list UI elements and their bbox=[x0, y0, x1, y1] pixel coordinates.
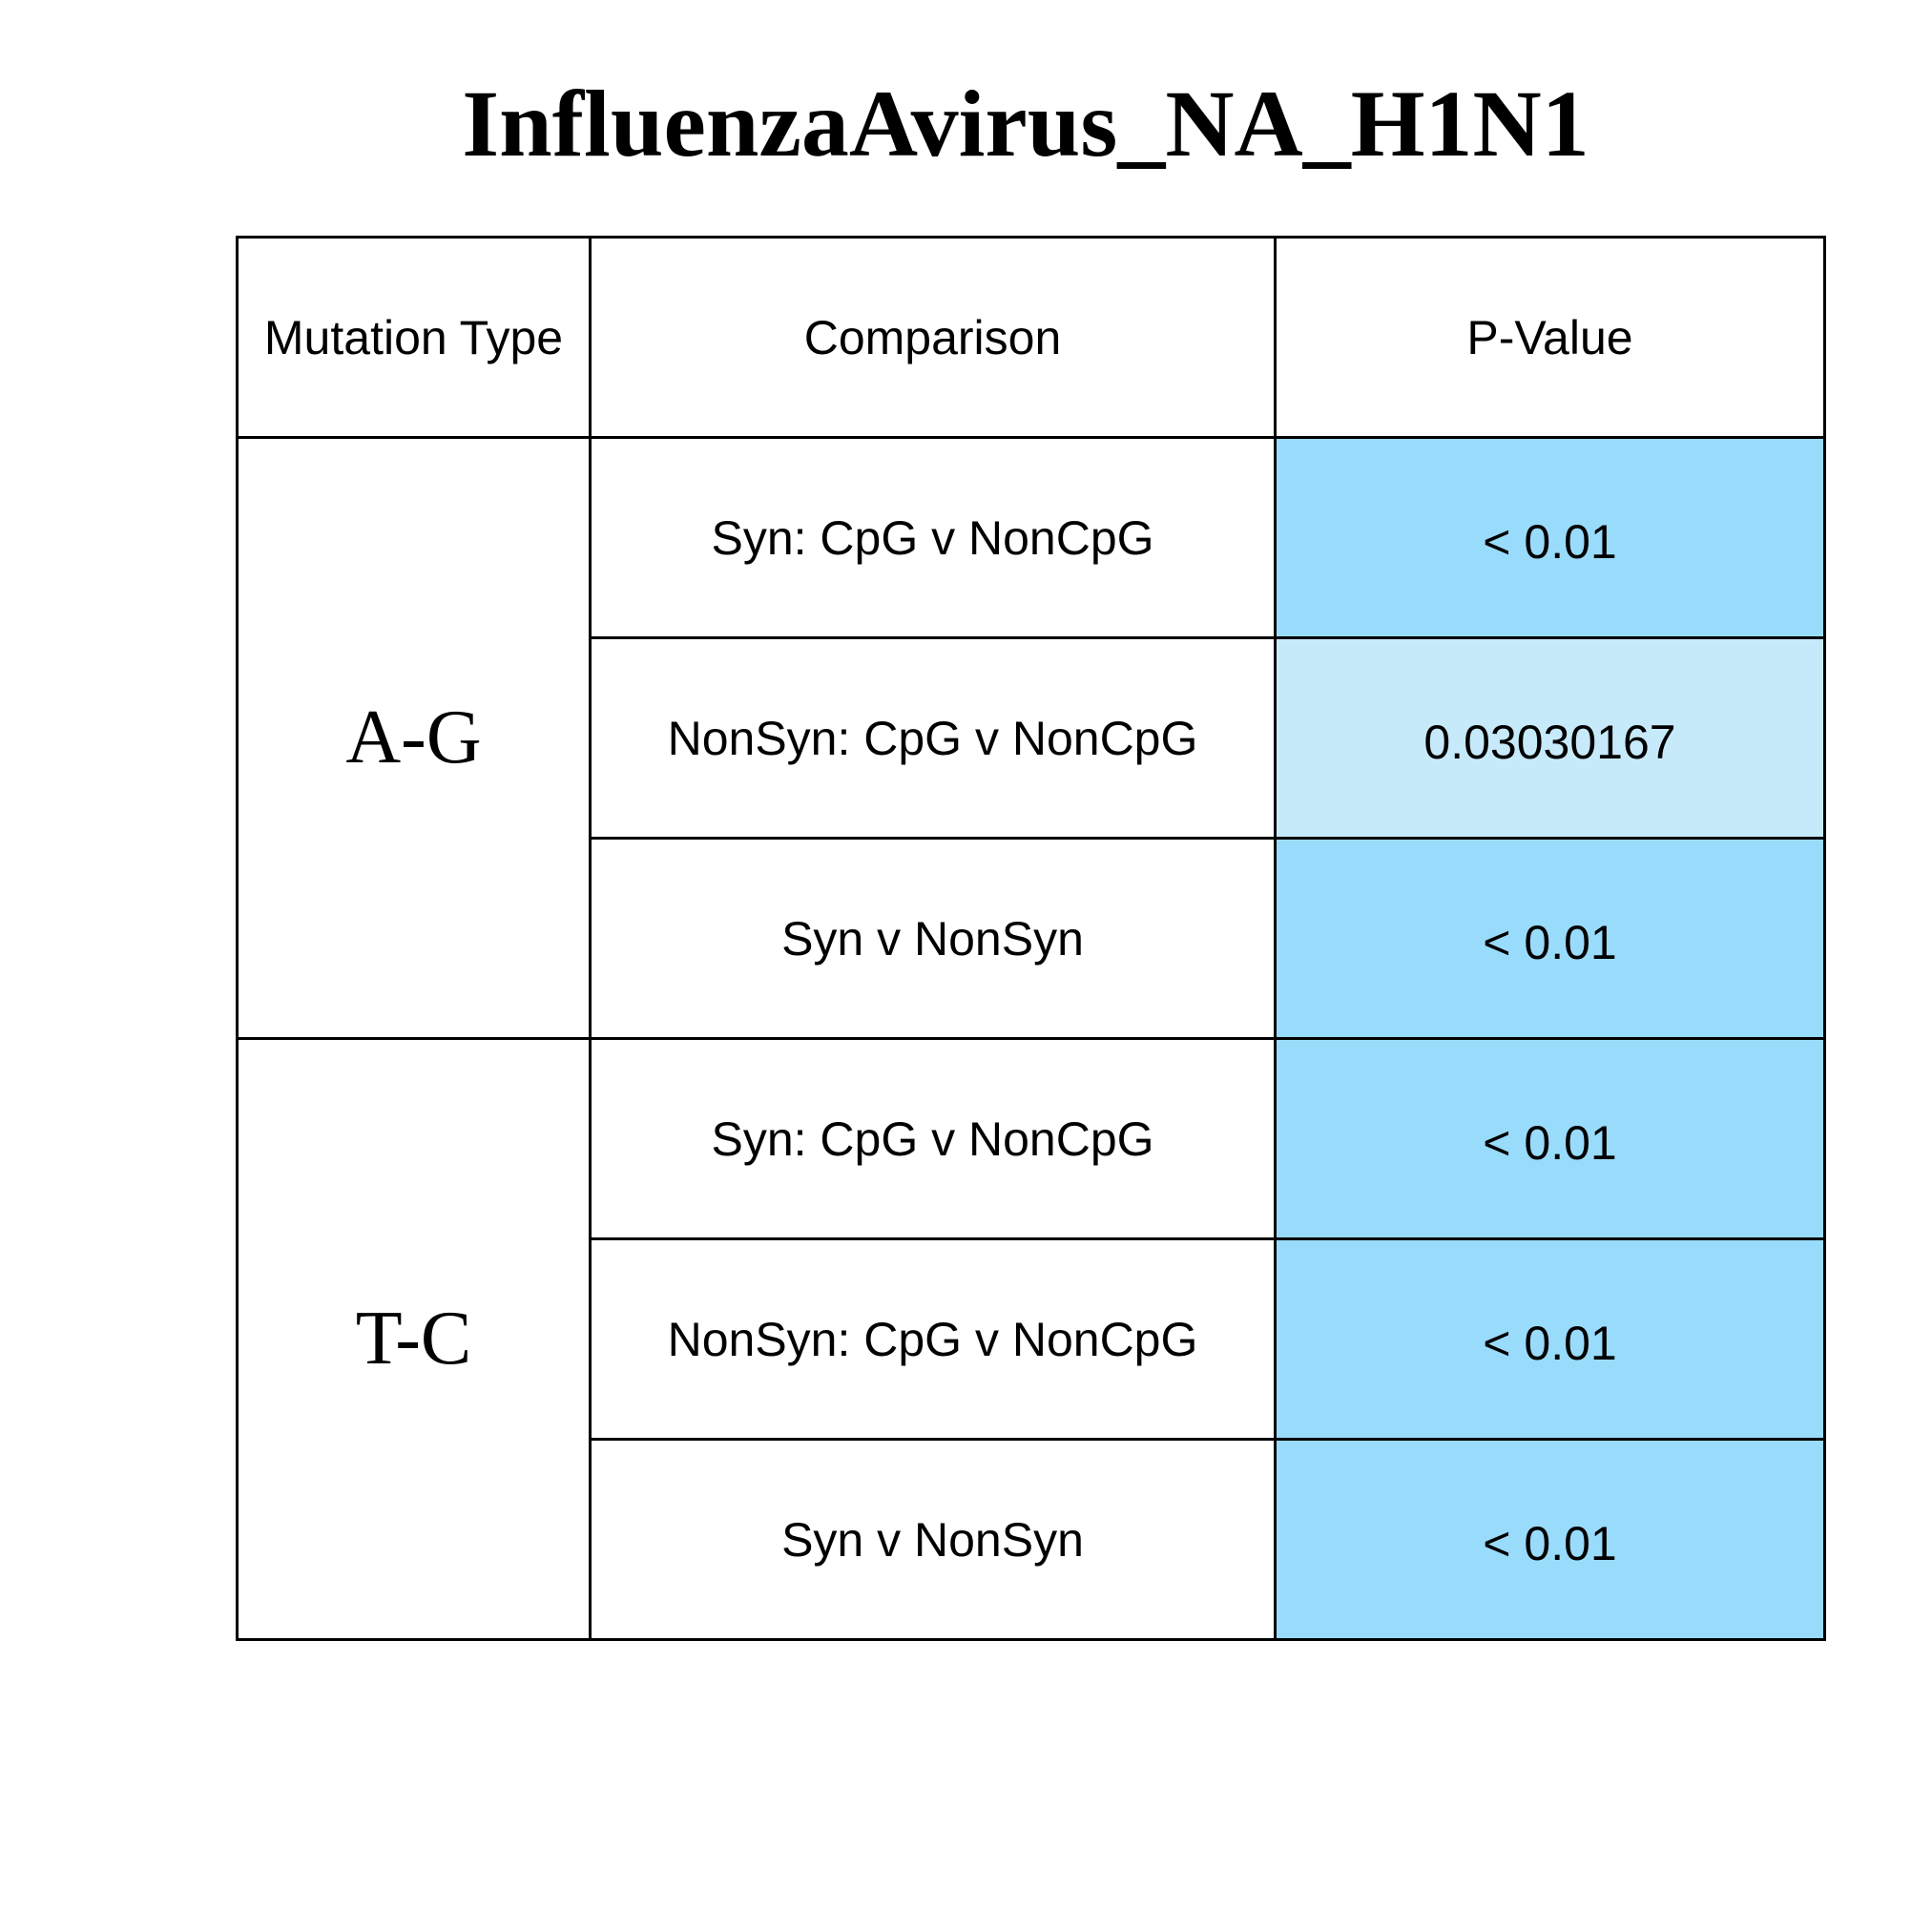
p-value-cell: < 0.01 bbox=[1274, 837, 1826, 1040]
p-value-cell: < 0.01 bbox=[1274, 1438, 1826, 1641]
comparison-cell: Syn: CpG v NonCpG bbox=[589, 1037, 1277, 1240]
mutation-type-cell: T-C bbox=[236, 1037, 592, 1641]
page-title: InfluenzaAvirus_NA_H1N1 bbox=[462, 71, 1589, 177]
header-p-value: P-Value bbox=[1274, 236, 1826, 439]
p-value-cell: < 0.01 bbox=[1274, 1237, 1826, 1441]
p-value-cell: 0.03030167 bbox=[1274, 636, 1826, 840]
comparison-cell: Syn: CpG v NonCpG bbox=[589, 436, 1277, 639]
p-value-cell: < 0.01 bbox=[1274, 436, 1826, 639]
comparison-cell: Syn v NonSyn bbox=[589, 837, 1277, 1040]
comparison-cell: Syn v NonSyn bbox=[589, 1438, 1277, 1641]
header-comparison: Comparison bbox=[589, 236, 1277, 439]
p-value-cell: < 0.01 bbox=[1274, 1037, 1826, 1240]
comparison-cell: NonSyn: CpG v NonCpG bbox=[589, 1237, 1277, 1441]
mutation-type-cell: A-G bbox=[236, 436, 592, 1040]
comparison-cell: NonSyn: CpG v NonCpG bbox=[589, 636, 1277, 840]
header-mutation-type: Mutation Type bbox=[236, 236, 592, 439]
